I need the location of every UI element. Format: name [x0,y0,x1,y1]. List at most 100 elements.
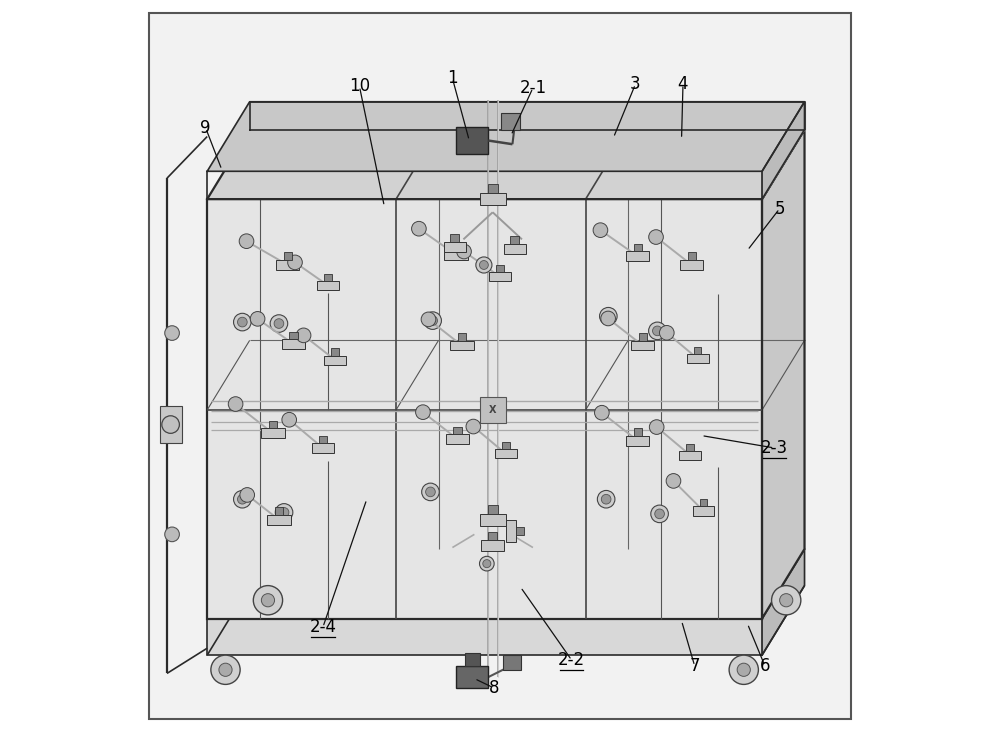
Circle shape [600,307,617,325]
Circle shape [595,406,609,420]
Bar [488,532,497,540]
Circle shape [238,494,247,504]
Circle shape [219,663,232,676]
Circle shape [655,509,664,519]
Circle shape [234,490,251,508]
Bar [458,333,466,340]
Circle shape [666,474,681,488]
Circle shape [604,311,613,321]
Circle shape [597,490,615,508]
Polygon shape [762,102,805,199]
Bar [510,236,519,244]
Circle shape [228,397,243,411]
Circle shape [780,594,793,607]
Bar [480,193,506,205]
Circle shape [424,312,441,329]
Circle shape [483,559,491,568]
Polygon shape [250,102,805,130]
Bar [506,520,516,542]
Bar [324,274,332,281]
Circle shape [270,315,288,332]
Bar [488,504,498,514]
Circle shape [279,507,289,518]
Text: 3: 3 [630,75,641,93]
Circle shape [651,505,668,523]
Circle shape [234,313,251,331]
Circle shape [261,594,275,607]
Polygon shape [762,130,805,619]
Bar [634,244,642,251]
Circle shape [601,311,615,326]
Circle shape [250,312,265,326]
Text: 2-4: 2-4 [309,619,336,636]
Bar [444,250,468,260]
Text: 1: 1 [447,70,458,87]
Bar [160,406,182,443]
Bar [634,428,642,436]
Circle shape [412,221,426,236]
Bar [207,199,762,619]
Circle shape [282,412,297,427]
Bar [456,666,488,688]
Circle shape [426,487,435,497]
Bar [317,281,339,290]
Bar [481,540,504,550]
Circle shape [422,483,439,501]
Bar [450,340,474,351]
Bar [516,526,524,535]
Bar [488,184,498,193]
Circle shape [649,230,663,244]
Bar [480,514,506,526]
Bar [626,251,649,261]
Circle shape [476,257,492,273]
Circle shape [253,586,283,615]
Circle shape [653,326,662,336]
Bar [700,499,707,507]
Bar [282,339,305,349]
Bar [452,242,460,250]
Text: X: X [489,405,496,415]
Circle shape [421,312,436,326]
Circle shape [649,419,664,434]
Circle shape [165,326,179,340]
Circle shape [162,416,179,433]
Polygon shape [207,102,805,171]
Circle shape [601,494,611,504]
Circle shape [288,255,302,269]
Bar [267,515,291,525]
Circle shape [479,261,488,269]
Circle shape [428,315,437,326]
Text: 7: 7 [689,657,700,675]
Bar [331,348,339,356]
Bar [276,260,299,270]
Bar [456,127,488,154]
Circle shape [416,405,430,419]
Circle shape [296,328,311,343]
Circle shape [457,244,471,259]
Bar [502,442,510,449]
Circle shape [659,326,674,340]
Circle shape [729,655,758,684]
Circle shape [274,318,284,329]
Text: 5: 5 [774,200,785,217]
Text: 2-2: 2-2 [558,651,585,669]
Bar [688,253,696,260]
Circle shape [238,317,247,327]
Bar [453,427,462,434]
Bar [319,436,327,444]
Circle shape [772,586,801,615]
Bar [261,428,285,438]
Circle shape [593,223,608,237]
Bar [496,265,504,272]
Text: 10: 10 [349,78,370,95]
Bar [639,333,647,340]
Bar [284,253,292,260]
Circle shape [737,663,750,676]
Bar [444,242,466,252]
Bar [450,234,459,242]
Bar [693,507,714,515]
Text: 6: 6 [760,657,770,675]
Bar [631,340,654,351]
Circle shape [480,556,494,571]
Bar [275,507,283,515]
